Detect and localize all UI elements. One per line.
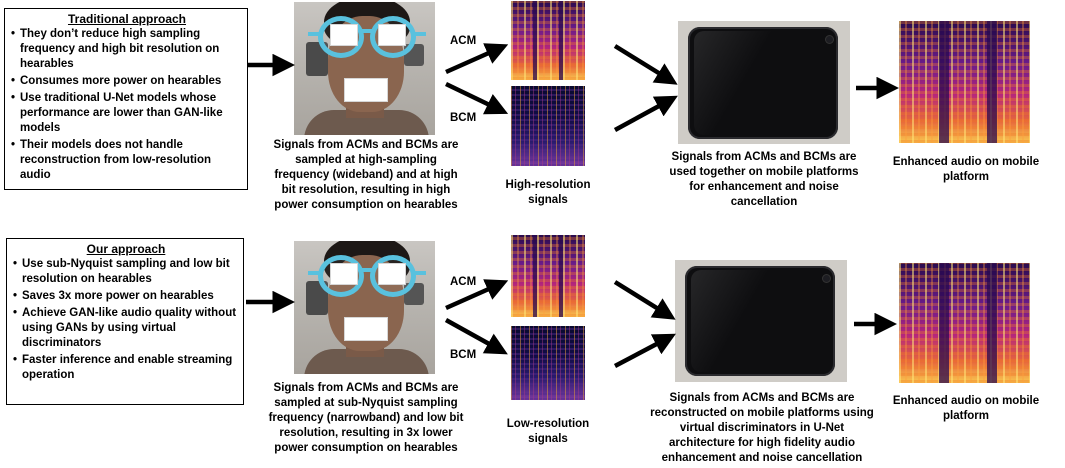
traditional-approach-title: Traditional approach [67,12,187,26]
smartphone-photo-bottom [675,260,847,382]
arrow-photo-to-acm-bottom [445,279,509,311]
our-bullet-1: Use sub-Nyquist sampling and low bit res… [13,257,239,287]
arrow-bcm-to-phone-bottom [613,333,676,368]
our-approach-title: Our approach [86,242,166,256]
acm-label-top: ACM [450,35,477,47]
acm-spectrogram-top [511,1,585,80]
traditional-bullet-2: Consumes more power on hearables [11,74,243,89]
traditional-bullet-3: Use traditional U-Net models whose perfo… [11,91,243,136]
traditional-bullet-4: Their models does not handle reconstruct… [11,138,243,183]
our-approach-box: Our approach Use sub-Nyquist sampling an… [6,238,244,405]
bcm-label-top: BCM [450,112,477,124]
arrow-acm-to-phone-bottom [613,280,676,320]
bcm-spectrogram-top [511,86,585,166]
our-bullet-4: Faster inference and enable streaming op… [13,353,239,383]
face-photo-top [294,2,435,135]
bcm-spectrogram-bottom [511,326,585,400]
traditional-approach-box: Traditional approach They don’t reduce h… [4,8,248,190]
our-bullet-2: Saves 3x more power on hearables [13,289,239,304]
acm-spectrogram-bottom [511,235,585,317]
signals-caption-top: High-resolution signals [505,179,591,206]
arrow-bcm-to-phone-top [613,95,678,132]
mobile-caption-bottom: Signals from ACMs and BCMs are reconstru… [650,392,874,464]
enhanced-spectrogram-bottom [899,263,1030,383]
our-bullet-3: Achieve GAN-like audio quality without u… [13,306,239,351]
face-photo-bottom [294,241,435,374]
output-caption-bottom: Enhanced audio on mobile platform [892,395,1040,422]
enhanced-spectrogram-top [899,21,1030,143]
signals-caption-bottom: Low-resolution signals [506,418,590,445]
arrow-acm-to-phone-top [613,44,678,85]
arrow-photo-to-bcm-bottom [444,318,508,355]
traditional-bullet-1: They don’t reduce high sampling frequenc… [11,27,243,72]
acm-label-bottom: ACM [450,276,477,288]
mobile-caption-top: Signals from ACMs and BCMs are used toge… [669,151,859,208]
smartphone-photo-top [678,21,850,144]
capture-caption-top: Signals from ACMs and BCMs are sampled a… [273,139,459,211]
arrow-photo-to-acm-top [445,43,509,75]
output-caption-top: Enhanced audio on mobile platform [892,156,1040,183]
bcm-label-bottom: BCM [450,349,477,361]
arrow-photo-to-bcm-top [445,81,509,115]
capture-caption-bottom: Signals from ACMs and BCMs are sampled a… [268,382,464,454]
